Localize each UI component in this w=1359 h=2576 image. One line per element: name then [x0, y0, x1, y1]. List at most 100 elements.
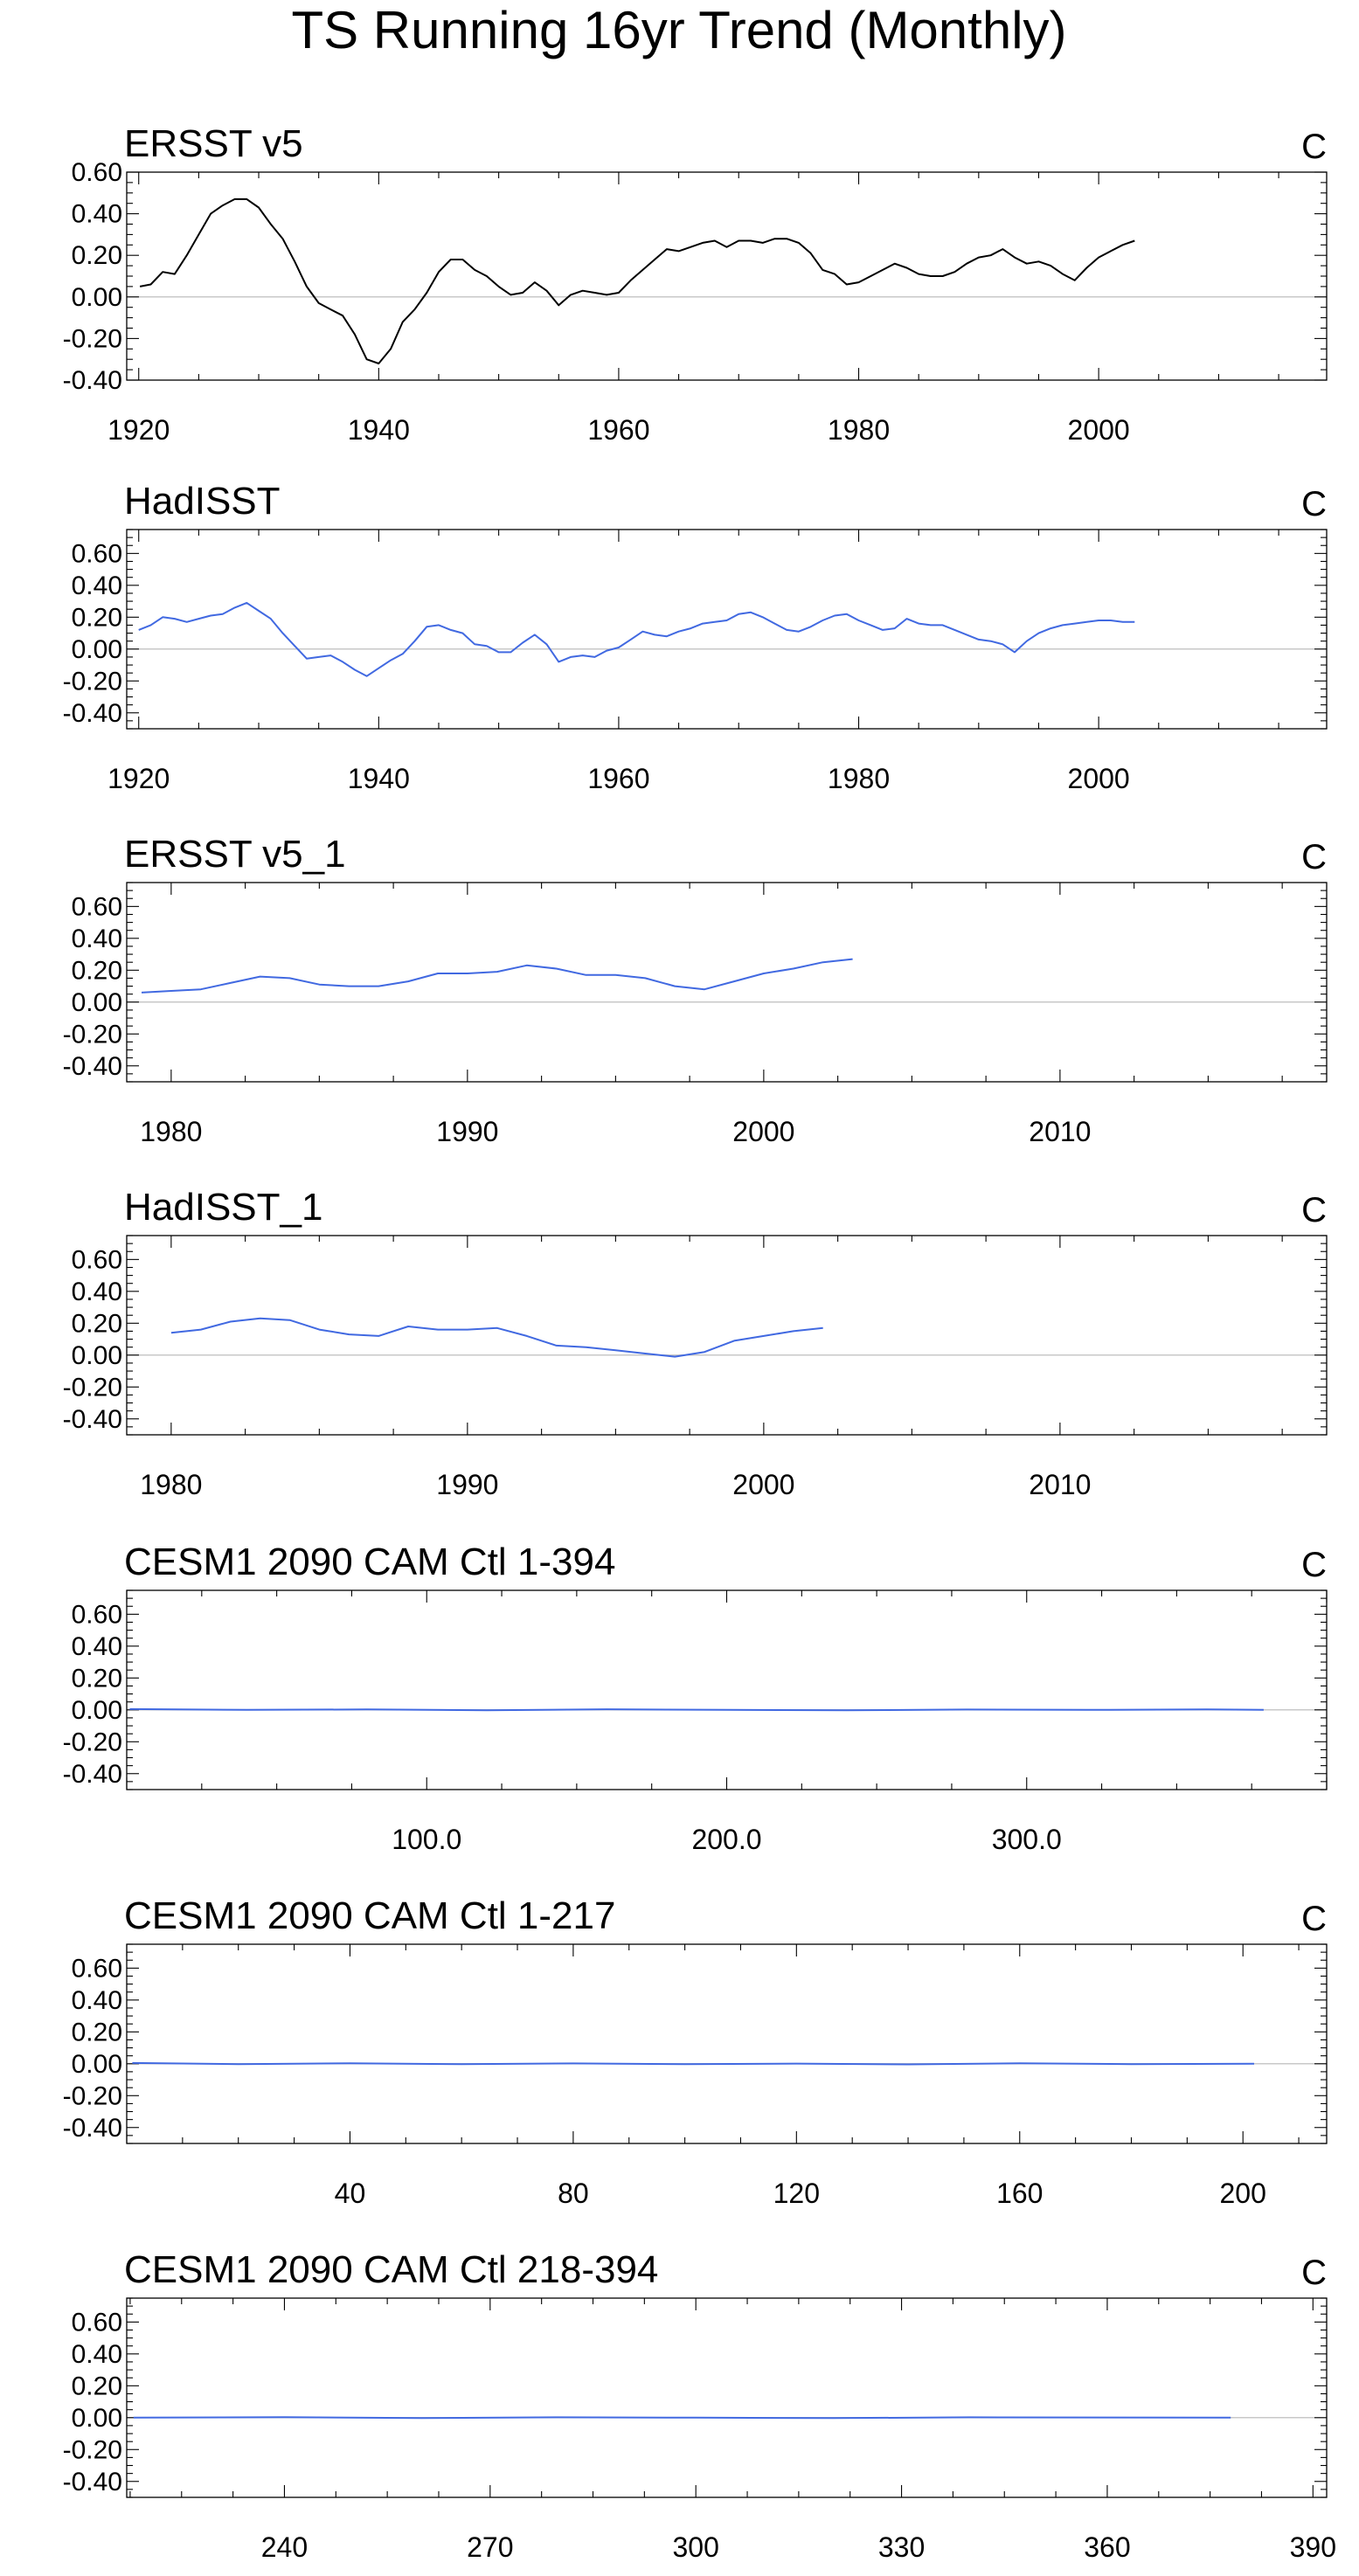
panel-3: ERSST v5_1 C 0.60 0.40 0.20 0.00 -0.20 -0.40 198… — [63, 833, 1328, 1147]
y-tick-label: 0.00 — [72, 1341, 122, 1370]
y-tick-label: 0.20 — [72, 603, 122, 632]
x-tick-label: 1940 — [348, 763, 410, 794]
y-tick-label: -0.40 — [63, 366, 122, 395]
x-tick-label: 1920 — [107, 763, 170, 794]
y-tick-label: -0.20 — [63, 1373, 122, 1402]
y-tick-label: 0.00 — [72, 988, 122, 1017]
panel-5: CESM1 2090 CAM Ctl 1-394 C 0.60 0.40 0.20 0.0… — [63, 1541, 1328, 1855]
x-tick-label: 1920 — [107, 414, 170, 446]
x-tick-label: 120 — [773, 2178, 820, 2209]
x-tick-label: 2000 — [1068, 763, 1130, 794]
y-tick-label: 0.40 — [72, 2340, 122, 2369]
y-tick-label: 0.40 — [72, 1278, 122, 1306]
series-line — [141, 958, 853, 994]
panel-1: ERSST v5 C 0.60 0.40 0.20 0.00 -0.20 -0.40 1920 1… — [63, 122, 1328, 446]
y-tick-label: 0.60 — [72, 1245, 122, 1274]
y-tick-label: 0.00 — [72, 2404, 122, 2433]
plot-frame — [126, 1589, 1328, 1790]
x-tick-label: 1980 — [828, 414, 890, 446]
y-tick-label: 0.60 — [72, 892, 122, 921]
x-tick-label: 300 — [672, 2531, 718, 2563]
y-tick-label: -0.20 — [63, 1728, 122, 1756]
plot-frame — [126, 1235, 1328, 1436]
panel-title: CESM1 2090 CAM Ctl 1-394 — [124, 1541, 615, 1583]
plot-frame — [126, 882, 1328, 1083]
x-tick-label: 2010 — [1029, 1116, 1091, 1147]
y-tick-label: 0.40 — [72, 1986, 122, 2015]
units-label: C — [1301, 1191, 1327, 1229]
x-tick-label: 1980 — [140, 1469, 202, 1500]
y-tick-label: -0.40 — [63, 1052, 122, 1081]
panel-title: ERSST v5_1 — [124, 833, 346, 876]
y-tick-label: -0.40 — [63, 1760, 122, 1789]
x-tick-label: 1980 — [140, 1116, 202, 1147]
units-label: C — [1301, 838, 1327, 876]
y-tick-label: 0.20 — [72, 1664, 122, 1693]
y-tick-label: 0.60 — [72, 1600, 122, 1629]
y-tick-label: 0.00 — [72, 1696, 122, 1725]
x-tick-label: 1980 — [828, 763, 890, 794]
x-tick-label: 80 — [558, 2178, 589, 2209]
x-tick-label: 1960 — [587, 763, 649, 794]
y-tick-label: -0.20 — [63, 1020, 122, 1049]
y-tick-label: 0.40 — [72, 924, 122, 953]
series-line — [170, 1317, 823, 1358]
y-tick-label: 0.60 — [72, 158, 122, 187]
plot-frame — [126, 529, 1328, 730]
series-line — [129, 1707, 1264, 1712]
x-tick-label: 2000 — [1068, 414, 1130, 446]
x-tick-label: 200.0 — [691, 1824, 761, 1855]
x-tick-label: 360 — [1084, 2531, 1130, 2563]
y-tick-label: 0.20 — [72, 2372, 122, 2400]
panel-title: HadISST — [124, 480, 281, 523]
y-tick-label: -0.20 — [63, 324, 122, 353]
x-tick-label: 2000 — [732, 1469, 794, 1500]
units-label: C — [1301, 2254, 1327, 2292]
x-tick-label: 240 — [261, 2531, 308, 2563]
panel-title: HadISST_1 — [124, 1186, 322, 1229]
y-tick-label: -0.40 — [63, 2468, 122, 2496]
y-tick-label: 0.40 — [72, 200, 122, 229]
plot-frame — [126, 171, 1328, 381]
units-label: C — [1301, 1546, 1327, 1584]
units-label: C — [1301, 128, 1327, 166]
y-tick-label: 0.00 — [72, 283, 122, 312]
units-label: C — [1301, 485, 1327, 523]
panel-2: HadISST C 0.60 0.40 0.20 0.00 -0.20 -0.40 1920 19… — [63, 480, 1328, 794]
x-tick-label: 1990 — [436, 1116, 498, 1147]
y-tick-label: 0.20 — [72, 241, 122, 270]
y-tick-label: -0.20 — [63, 667, 122, 696]
x-tick-label: 270 — [467, 2531, 513, 2563]
x-tick-label: 2010 — [1029, 1469, 1091, 1500]
y-tick-label: 0.20 — [72, 2018, 122, 2046]
y-tick-label: 0.40 — [72, 571, 122, 600]
y-tick-label: -0.40 — [63, 1405, 122, 1434]
panel-title: CESM1 2090 CAM Ctl 1-217 — [124, 1894, 615, 1937]
y-tick-label: -0.20 — [63, 2081, 122, 2110]
x-tick-label: 330 — [878, 2531, 925, 2563]
y-tick-label: 0.60 — [72, 2308, 122, 2337]
series-line — [139, 197, 1135, 364]
y-tick-label: 0.00 — [72, 2050, 122, 2079]
figure-title: TS Running 16yr Trend (Monthly) — [291, 1, 1066, 59]
x-tick-label: 2000 — [732, 1116, 794, 1147]
x-tick-label: 300.0 — [992, 1824, 1062, 1855]
y-tick-label: 0.00 — [72, 635, 122, 664]
series-line — [138, 601, 1135, 677]
plot-frame — [126, 2297, 1328, 2498]
units-label: C — [1301, 1900, 1327, 1938]
panel-6: CESM1 2090 CAM Ctl 1-217 C 0.60 0.40 0.20 0.0… — [63, 1894, 1328, 2209]
y-tick-label: 0.40 — [72, 1632, 122, 1661]
plot-frame — [126, 1943, 1328, 2144]
x-tick-label: 390 — [1290, 2531, 1336, 2563]
y-tick-label: -0.40 — [63, 699, 122, 728]
x-tick-label: 160 — [996, 2178, 1043, 2209]
series-line — [133, 2416, 1231, 2420]
series-line — [132, 2061, 1255, 2066]
x-tick-label: 1990 — [436, 1469, 498, 1500]
x-tick-label: 100.0 — [392, 1824, 461, 1855]
panel-4: HadISST_1 C 0.60 0.40 0.20 0.00 -0.20 -0.40 1980… — [63, 1186, 1328, 1500]
panel-7: CESM1 2090 CAM Ctl 218-394 C 0.60 0.40 0.20 0… — [63, 2248, 1336, 2563]
